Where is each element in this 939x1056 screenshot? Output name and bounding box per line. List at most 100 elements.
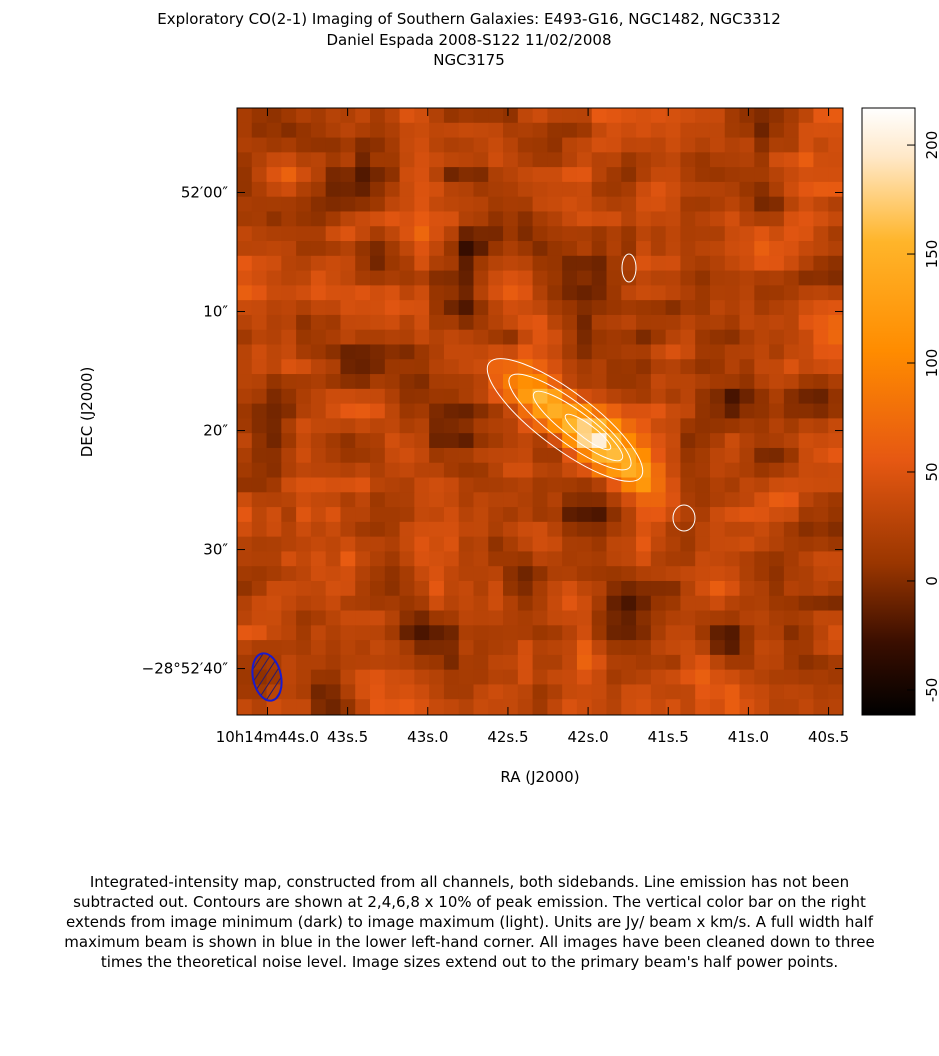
map-pixel [695, 181, 711, 198]
map-pixel [355, 314, 371, 331]
map-pixel [310, 137, 327, 153]
map-pixel [296, 374, 312, 390]
map-pixel [488, 285, 504, 301]
map-pixel [591, 447, 608, 464]
map-pixel [636, 152, 652, 168]
map-pixel [296, 108, 312, 124]
map-pixel [695, 492, 711, 508]
map-pixel [503, 241, 519, 257]
map-pixel [813, 122, 829, 139]
map-pixel [591, 580, 608, 597]
map-pixel [503, 492, 519, 508]
map-pixel [443, 418, 460, 434]
map-pixel [576, 211, 593, 227]
map-pixel [488, 462, 504, 479]
map-pixel [414, 167, 430, 183]
map-pixel [606, 610, 622, 626]
map-pixel [650, 181, 667, 198]
map-pixel [414, 654, 430, 671]
map-pixel [769, 181, 785, 198]
map-pixel [370, 359, 386, 375]
map-pixel [724, 477, 741, 493]
map-pixel [813, 418, 829, 434]
map-pixel [606, 477, 622, 493]
map-pixel [709, 196, 726, 212]
map-pixel [739, 566, 755, 582]
map-pixel [443, 255, 460, 272]
map-pixel [798, 625, 814, 641]
map-pixel [399, 167, 415, 183]
map-pixel [783, 521, 800, 538]
map-pixel [488, 388, 504, 405]
map-pixel [576, 388, 593, 405]
map-pixel [828, 699, 843, 715]
map-pixel [355, 536, 371, 552]
map-pixel [591, 536, 608, 552]
map-pixel [665, 241, 681, 257]
map-pixel [310, 270, 327, 286]
map-pixel [399, 152, 415, 168]
map-pixel [503, 314, 519, 331]
map-pixel [340, 640, 356, 656]
map-pixel [310, 226, 327, 242]
map-pixel [783, 669, 800, 685]
map-pixel [739, 152, 755, 168]
map-pixel [517, 566, 534, 582]
map-pixel [680, 108, 696, 124]
map-pixel [340, 329, 356, 345]
map-pixel [547, 226, 563, 242]
map-pixel [340, 285, 356, 301]
map-pixel [503, 625, 519, 641]
map-pixel [399, 285, 415, 301]
map-pixel [384, 684, 401, 700]
map-pixel [547, 418, 563, 434]
map-pixel [576, 285, 593, 301]
map-pixel [473, 507, 489, 523]
map-pixel [310, 374, 327, 390]
map-pixel [562, 241, 578, 257]
map-pixel [576, 108, 593, 124]
map-pixel [591, 640, 608, 656]
map-pixel [621, 374, 637, 390]
map-pixel [370, 388, 386, 405]
map-pixel [488, 196, 504, 212]
map-pixel [636, 684, 652, 700]
map-pixel [296, 418, 312, 434]
map-pixel [828, 359, 843, 375]
map-pixel [325, 521, 341, 538]
map-pixel [473, 181, 489, 198]
map-pixel [237, 418, 253, 434]
y-tick-label: −28°52′40″ [142, 660, 229, 678]
map-pixel [399, 492, 415, 508]
map-pixel [739, 492, 755, 508]
map-pixel [384, 241, 401, 257]
map-pixel [355, 551, 371, 567]
map-pixel [828, 580, 843, 597]
map-pixel [665, 270, 681, 286]
map-pixel [547, 211, 563, 227]
map-pixel [310, 595, 327, 612]
map-pixel [414, 270, 430, 286]
map-pixel [813, 344, 829, 360]
map-pixel [266, 640, 282, 656]
map-pixel [665, 566, 681, 582]
map-pixel [310, 699, 327, 715]
map-pixel [443, 566, 460, 582]
map-pixel [296, 196, 312, 212]
map-pixel [709, 625, 726, 641]
map-pixel [266, 699, 282, 715]
map-pixel [665, 359, 681, 375]
map-pixel [547, 403, 563, 419]
map-pixel [636, 433, 652, 449]
map-pixel [576, 374, 593, 390]
map-pixel [355, 684, 371, 700]
map-pixel [443, 433, 460, 449]
map-pixel [724, 300, 741, 316]
map-pixel [355, 418, 371, 434]
map-pixel [783, 580, 800, 597]
map-pixel [813, 108, 829, 124]
map-pixel [695, 167, 711, 183]
map-pixel [709, 640, 726, 656]
map-pixel [310, 344, 327, 360]
map-pixel [769, 374, 785, 390]
